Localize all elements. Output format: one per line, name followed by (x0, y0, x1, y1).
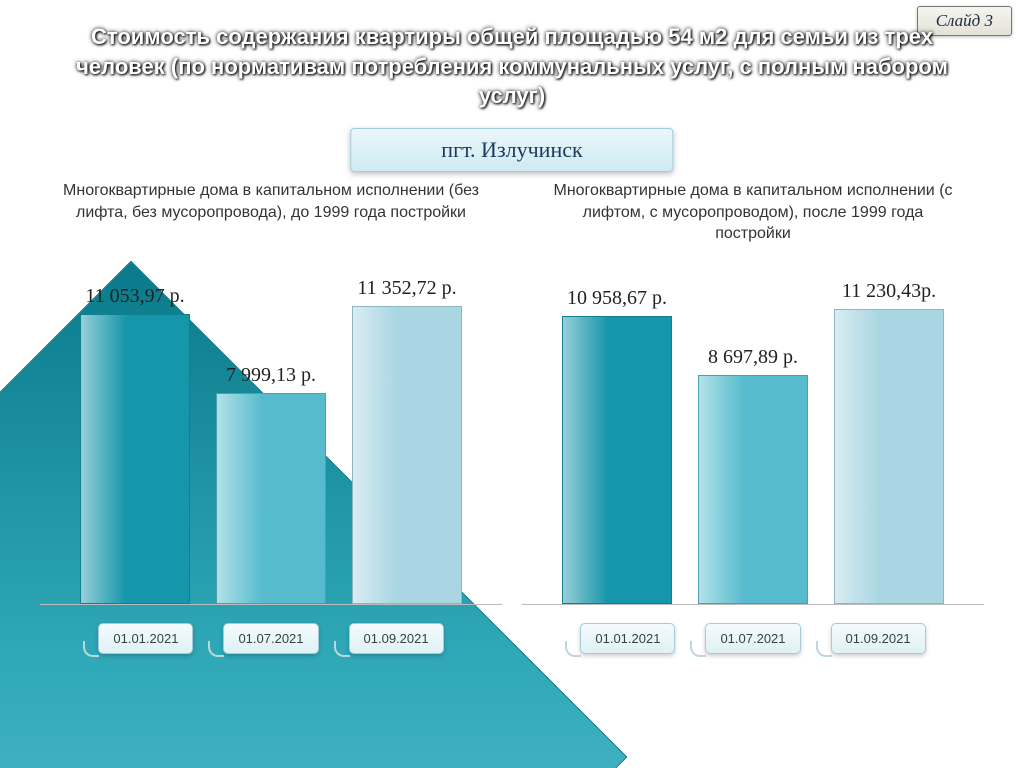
bar-group: 11 053,97 р. (81, 285, 189, 604)
bar-value-label: 11 352,72 р. (357, 277, 456, 300)
panel-subtitle: Многоквартирные дома в капитальном испол… (543, 180, 963, 268)
date-chip: 01.07.2021 (223, 623, 318, 654)
chart-panel-right: Многоквартирные дома в капитальном испол… (522, 180, 984, 708)
bar (698, 375, 808, 604)
date-chip: 01.09.2021 (831, 623, 926, 654)
charts-row: Многоквартирные дома в капитальном испол… (40, 180, 984, 708)
bar-value-label: 11 053,97 р. (85, 285, 184, 308)
bar-plot: 11 053,97 р. 7 999,13 р. 11 352,72 р. (40, 274, 502, 605)
date-chip: 01.09.2021 (349, 623, 444, 654)
panel-subtitle: Многоквартирные дома в капитальном испол… (61, 180, 481, 268)
bar-group: 8 697,89 р. (699, 346, 807, 604)
bar-value-label: 7 999,13 р. (226, 364, 316, 387)
date-chip: 01.07.2021 (705, 623, 800, 654)
date-legend: 01.01.2021 01.07.2021 01.09.2021 (522, 623, 984, 654)
slide: Слайд 3 Стоимость содержания квартиры об… (0, 0, 1024, 768)
date-chip: 01.01.2021 (98, 623, 193, 654)
bar-group: 11 230,43р. (835, 280, 943, 604)
location-badge: пгт. Излучинск (350, 128, 673, 172)
bar (562, 316, 672, 604)
bar (80, 314, 190, 604)
bar (352, 306, 462, 604)
bar (834, 309, 944, 604)
chart-panel-left: Многоквартирные дома в капитальном испол… (40, 180, 502, 708)
bar-group: 10 958,67 р. (563, 287, 671, 604)
bar-value-label: 8 697,89 р. (708, 346, 798, 369)
bar-value-label: 11 230,43р. (842, 280, 936, 303)
bar-group: 7 999,13 р. (217, 364, 325, 604)
bar-plot: 10 958,67 р. 8 697,89 р. 11 230,43р. (522, 274, 984, 605)
bar (216, 393, 326, 604)
date-chip: 01.01.2021 (580, 623, 675, 654)
date-legend: 01.01.2021 01.07.2021 01.09.2021 (40, 623, 502, 654)
bar-value-label: 10 958,67 р. (567, 287, 667, 310)
bar-group: 11 352,72 р. (353, 277, 461, 604)
slide-title: Стоимость содержания квартиры общей площ… (0, 22, 1024, 111)
